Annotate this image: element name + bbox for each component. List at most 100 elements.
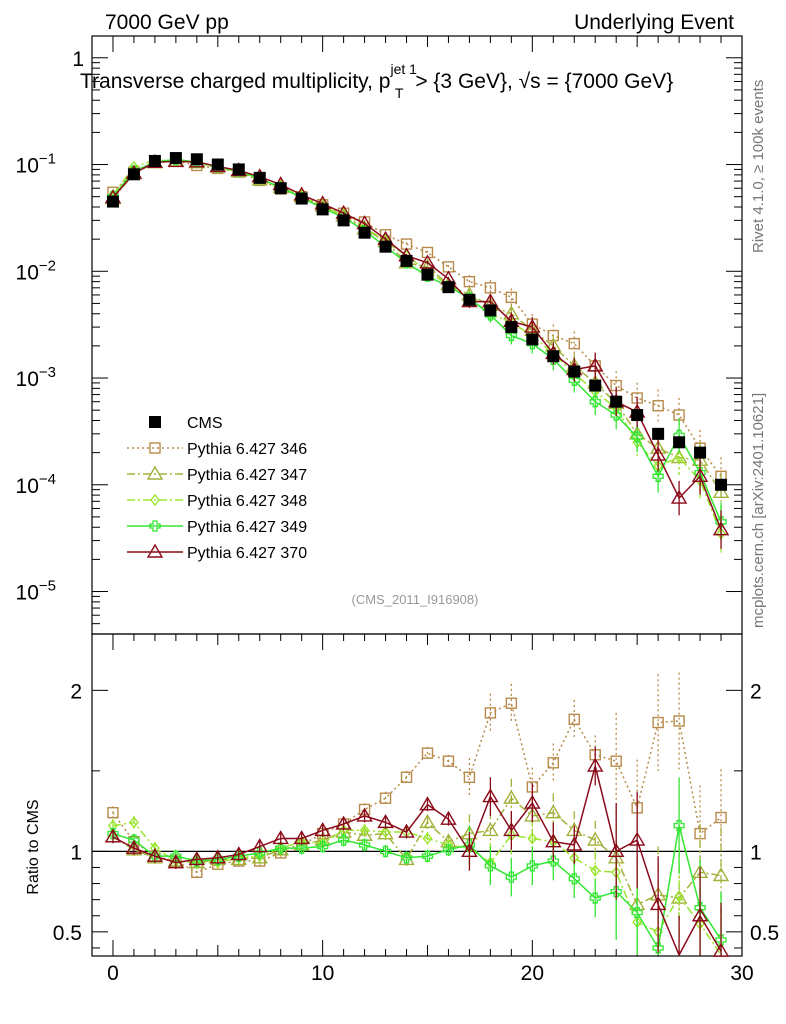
ratio-data-point (649, 896, 667, 911)
ratio-data-point (440, 810, 457, 825)
main-data-point (610, 409, 622, 421)
ratio-data-point (104, 828, 122, 843)
legend-marker-cms (149, 416, 161, 428)
main-data-point (484, 282, 497, 294)
ratio-data-point (316, 840, 329, 853)
ratio-data-point (503, 789, 520, 804)
header-right: Underlying Event (574, 11, 734, 34)
ratio-data-point (587, 831, 604, 846)
ratio-series-line (112, 825, 722, 951)
ratio-data-point (587, 757, 604, 772)
main-axes: 10−510−410−310−210−11 (16, 36, 743, 625)
main-series-layer (104, 152, 730, 553)
ratio-data-point (712, 942, 730, 957)
y-tick-base: 10 (16, 475, 39, 498)
ratio-data-point (379, 845, 392, 857)
ratio-data-point (674, 890, 684, 903)
mcplots-label: mcplots.cern.ch [arXiv:2401.10621] (750, 393, 767, 628)
ratio-data-point (400, 771, 413, 783)
x-tick-label: 30 (730, 962, 753, 985)
main-data-point (712, 521, 730, 536)
cms-data-point (547, 350, 560, 363)
ratio-data-point (107, 807, 119, 819)
cms-data-point (421, 268, 434, 281)
ratio-data-point (568, 873, 580, 885)
cms-data-point (400, 254, 413, 267)
main-data-point (631, 431, 643, 443)
ratio-data-point (610, 885, 622, 898)
legend-label: Pythia 6.427 346 (187, 441, 307, 458)
ratio-data-point (293, 830, 310, 845)
ratio-data-point (379, 792, 392, 804)
main-data-point (587, 357, 604, 372)
title-sup: jet 1 (389, 61, 417, 77)
y-tick-exponent: −4 (39, 471, 56, 488)
main-data-point (589, 396, 601, 408)
main-data-point (670, 489, 688, 504)
ratio-data-point (545, 804, 562, 819)
ratio-data-point (524, 794, 541, 809)
legend-label: Pythia 6.427 370 (187, 545, 307, 562)
y-tick-exponent: −5 (39, 578, 56, 595)
rivet-label: Rivet 4.1.0, ≥ 100k events (750, 80, 767, 253)
cms-data-point (589, 379, 602, 392)
legend-label-cms: CMS (187, 415, 223, 432)
ratio-data-point (566, 836, 583, 851)
cms-data-point (169, 152, 182, 165)
ratio-data-point (463, 771, 476, 783)
ratio-data-point (712, 867, 730, 882)
main-data-point (421, 246, 434, 259)
x-tick-label: 20 (521, 962, 544, 985)
ratio-data-point (188, 851, 206, 866)
y-tick-label: 10−1 (16, 151, 56, 178)
ratio-data-point (377, 813, 394, 829)
ratio-y-tick-label: 0.5 (53, 922, 82, 945)
legend-label: Pythia 6.427 348 (187, 493, 307, 510)
x-tick-label: 0 (107, 962, 119, 985)
main-data-point (652, 470, 664, 482)
ratio-data-point (482, 822, 499, 837)
ratio-data-point (691, 907, 709, 922)
ratio-data-point (568, 713, 580, 726)
main-data-point (691, 467, 709, 483)
ratio-data-point (526, 860, 538, 872)
ratio-data-point (128, 834, 140, 846)
ratio-ylabel: Ratio to CMS (25, 799, 42, 894)
ratio-data-point (335, 815, 352, 830)
cms-data-point (505, 321, 518, 334)
ratio-data-point (146, 847, 164, 862)
ratio-data-point (337, 834, 350, 846)
ratio-data-point (442, 755, 455, 767)
cms-data-point (484, 304, 497, 317)
cms-data-point (379, 240, 392, 253)
cms-data-point (673, 436, 686, 449)
cms-data-point (631, 409, 644, 422)
y-tick-base: 10 (16, 368, 39, 391)
legend-marker (146, 465, 164, 480)
ratio-panel-frame (91, 633, 743, 957)
main-data-point (505, 291, 518, 304)
title-main: Transverse charged multiplicity, p (80, 70, 390, 93)
ratio-data-point (398, 823, 415, 838)
ratio-data-point (673, 715, 685, 727)
ratio-data-point (484, 860, 497, 872)
plot-title: Transverse charged multiplicity, pjet 1 T… (80, 61, 673, 101)
main-data-point (649, 446, 667, 461)
cms-data-point (694, 446, 707, 459)
cms-data-point (127, 168, 140, 181)
cms-data-point (652, 427, 665, 440)
cms-data-point (274, 182, 287, 195)
ratio-data-point (673, 819, 685, 832)
ratio-data-point (358, 839, 371, 851)
ratio-series-layer (104, 672, 730, 957)
ratio-data-point (400, 852, 413, 864)
ratio-data-point (628, 831, 646, 846)
y-tick-label: 10−4 (16, 471, 56, 498)
legend-marker (149, 520, 161, 532)
ratio-data-point (503, 822, 520, 837)
ratio-data-point (505, 871, 518, 883)
ratio-data-point (505, 697, 518, 709)
y-tick-base: 10 (16, 155, 39, 178)
ratio-y-tick-label-right: 2 (750, 680, 762, 703)
